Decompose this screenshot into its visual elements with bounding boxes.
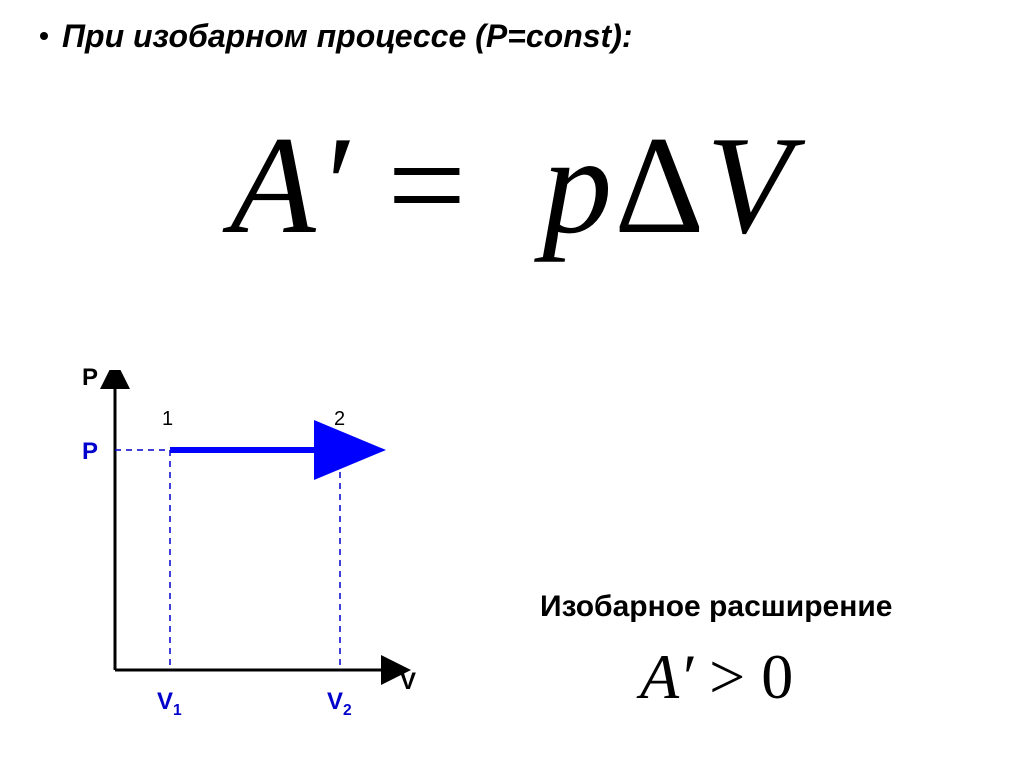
eq-V: V [706,108,794,263]
inequality: A′ > 0 [640,640,793,714]
v2-text: V [327,688,343,715]
x-axis-label: V [400,668,416,696]
eq-equals: = [350,108,505,263]
pv-chart-svg [60,370,440,730]
bullet-icon [40,32,48,40]
ineq-lhs: A′ [640,641,693,712]
point-1-label: 1 [162,408,173,431]
y-axis-label: P [82,364,98,392]
eq-delta: Δ [614,108,706,263]
v1-text: V [157,688,173,715]
v1-label: V1 [157,688,182,720]
ineq-rhs: 0 [761,641,793,712]
ineq-op: > [693,641,761,712]
main-equation: A′ = pΔV [0,105,1024,266]
pv-chart: P P V 1 2 V1 V2 [60,370,440,730]
v2-label: V2 [327,688,352,720]
slide: При изобарном процессе (P=const): A′ = p… [0,0,1024,767]
expansion-label: Изобарное расширение [540,590,892,624]
point-2-label: 2 [334,408,345,431]
eq-p: p [542,108,614,263]
v2-sub: 2 [343,702,352,719]
v1-sub: 1 [173,702,182,719]
title-line: При изобарном процессе (P=const): [40,18,633,55]
eq-lhs: A′ [230,108,350,263]
pressure-tick-label: P [82,438,98,466]
title-text: При изобарном процессе (P=const): [62,18,633,54]
